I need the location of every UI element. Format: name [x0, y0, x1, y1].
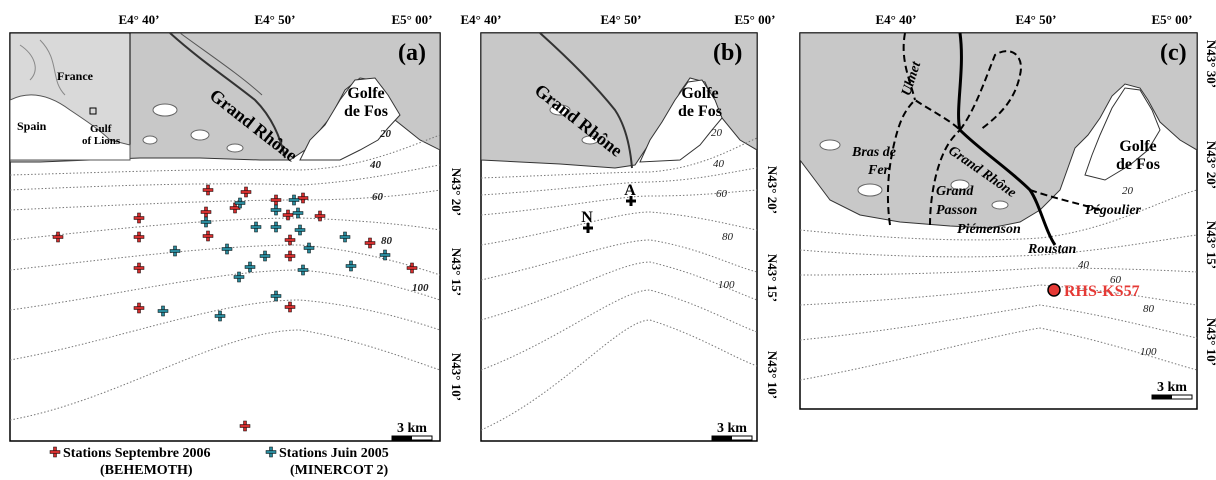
core-label: RHS-KS57 — [1064, 283, 1140, 300]
coord-top-c-1: E4° 40’ — [876, 12, 917, 27]
panel-a: 20 40 60 80 100 France Spain Gulf of Lio… — [9, 12, 464, 442]
coord-top-c-2: E4° 50’ — [1016, 12, 1057, 27]
panel-b: 20 40 60 80 100 A N Grand Rhône Golfe de… — [461, 12, 780, 442]
coord-right-a-2: N43° 15’ — [449, 248, 464, 296]
depth-80: 80 — [722, 231, 734, 243]
svg-text:3 km: 3 km — [717, 421, 747, 436]
channel-pegoulier — [1029, 189, 1101, 211]
station-n-label: N — [581, 209, 593, 226]
station-a-label: A — [624, 182, 636, 199]
depth-20: 20 — [711, 127, 723, 139]
depth-100: 100 — [412, 282, 429, 294]
coord-top-a-1: E4° 40’ — [119, 12, 160, 27]
inset-spain-label: Spain — [17, 119, 47, 133]
depth-100: 100 — [1140, 346, 1157, 358]
svg-text:3 km: 3 km — [397, 421, 427, 436]
coord-top-c-3: E5° 00’ — [1152, 12, 1193, 27]
legend-blue-line1: Stations Juin 2005 — [279, 446, 389, 461]
depth-80: 80 — [381, 235, 393, 247]
channel-label-bras-1: Bras de — [851, 145, 896, 160]
depth-60: 60 — [372, 191, 384, 203]
coord-right-b-3: N43° 10’ — [765, 351, 780, 399]
channel-label-bras-2: Fer — [867, 163, 890, 178]
gulf-label-1: Golfe — [347, 85, 384, 102]
coord-right-c-0: N43° 30’ — [1204, 40, 1216, 88]
svg-text:3 km: 3 km — [1157, 380, 1187, 395]
scale-bar-b: 3 km — [711, 421, 753, 441]
legend: Stations Septembre 2006 (BEHEMOTH) Stati… — [49, 446, 389, 478]
inset-map: France Spain Gulf of Lions — [10, 33, 131, 161]
gulf-label-2: de Fos — [1116, 156, 1160, 173]
coord-right-c-1: N43° 20’ — [1204, 141, 1216, 189]
coord-right-a-3: N43° 10’ — [449, 353, 464, 401]
coord-top-b-3: E5° 00’ — [735, 12, 776, 27]
channel-passon — [929, 129, 961, 226]
depth-40: 40 — [369, 159, 382, 171]
coord-right-b-1: N43° 20’ — [765, 166, 780, 214]
channel-label-pegoulier: Pégoulier — [1085, 203, 1142, 218]
depth-20: 20 — [1122, 185, 1134, 197]
channel-label-grand: Grand — [936, 184, 974, 199]
depth-40: 40 — [1078, 259, 1090, 271]
coord-right-b-2: N43° 15’ — [765, 254, 780, 302]
depth-80: 80 — [1143, 303, 1155, 315]
core-marker — [1047, 283, 1061, 297]
depth-60: 60 — [716, 188, 728, 200]
river-channel — [169, 33, 286, 159]
channel-ulmet — [902, 33, 916, 101]
legend-blue-line2: (MINERCOT 2) — [290, 463, 388, 478]
gulf-label-2: de Fos — [678, 103, 722, 120]
depth-60: 60 — [1110, 274, 1122, 286]
channel-loop — [959, 50, 1022, 131]
channel-label-roustan: Roustan — [1027, 242, 1076, 257]
panel-label-a: (a) — [398, 40, 426, 66]
depth-40: 40 — [713, 158, 725, 170]
legend-red-line1: Stations Septembre 2006 — [63, 446, 211, 461]
inset-gulf-label-1: Gulf — [90, 123, 112, 135]
coord-top-b-2: E4° 50’ — [601, 12, 642, 27]
coord-right-a-1: N43° 20’ — [449, 168, 464, 216]
coord-top-a-2: E4° 50’ — [255, 12, 296, 27]
channel-bras-de-fer — [886, 98, 961, 226]
depth-100: 100 — [718, 279, 735, 291]
legend-red-line2: (BEHEMOTH) — [100, 463, 193, 478]
coord-right-c-2: N43° 15’ — [1204, 221, 1216, 269]
inset-france-label: France — [57, 69, 94, 83]
coord-top-b-1: E4° 40’ — [461, 12, 502, 27]
channel-grand-rhone — [957, 33, 1057, 246]
depth-20: 20 — [379, 128, 392, 140]
gulf-label-1: Golfe — [1119, 138, 1156, 155]
panel-c: 20 40 60 80 100 Ulmet Bras de Fer Grand … — [799, 12, 1216, 410]
panel-label-b: (b) — [713, 40, 742, 66]
depth-labels: 20 40 60 80 100 — [369, 128, 429, 294]
channel-label-passon: Passon — [936, 203, 977, 218]
gulf-label-1: Golfe — [681, 85, 718, 102]
scale-bar-c: 3 km — [1151, 380, 1193, 400]
panel-label-c: (c) — [1160, 40, 1187, 66]
coord-right-c-3: N43° 10’ — [1204, 318, 1216, 366]
inset-gulf-label-2: of Lions — [82, 135, 121, 147]
channel-label-piemenson: Piémenson — [957, 222, 1021, 237]
scale-bar-a: 3 km — [391, 421, 433, 441]
coord-top-a-3: E5° 00’ — [392, 12, 433, 27]
gulf-water — [299, 77, 401, 161]
gulf-label-2: de Fos — [344, 103, 388, 120]
